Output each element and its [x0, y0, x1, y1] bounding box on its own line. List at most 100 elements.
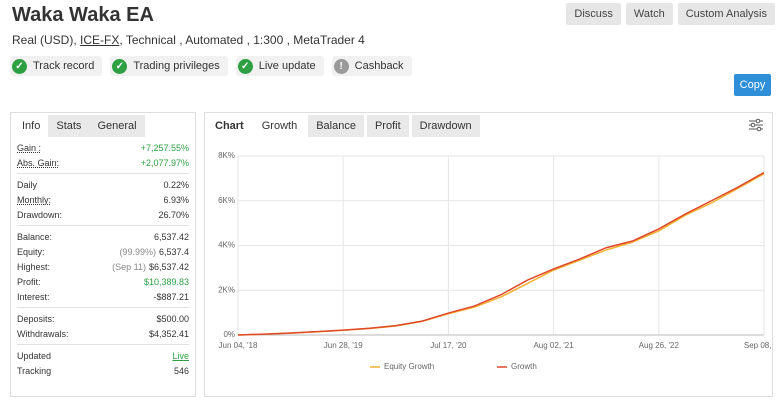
stat-value-wrap: 26.70%	[158, 210, 189, 220]
stat-value: +2,077.97%	[140, 157, 189, 168]
badge-label: Cashback	[354, 60, 404, 72]
stat-value: +7,257.55%	[140, 142, 189, 153]
stat-row: Equity: (99.99%) 6,537.4	[17, 244, 189, 259]
stat-note: (99.99%)	[119, 246, 156, 257]
stat-value-wrap: $10,389.83	[144, 277, 189, 287]
tab[interactable]: Growth	[253, 115, 306, 137]
stat-note: (Sep 11)	[112, 261, 146, 272]
badge: ! Cashback	[331, 56, 412, 76]
stat-value: 546	[173, 365, 189, 376]
stats-list: Gain : +7,257.55% Abs. Gain: +2,077.97% Dail…	[17, 140, 189, 378]
tab[interactable]: Profit	[366, 115, 409, 137]
badge-icon: ✓	[112, 58, 128, 74]
y-tick-label: 4K%	[218, 241, 235, 250]
y-tick-label: 2K%	[218, 285, 235, 294]
stat-label: Highest:	[17, 261, 51, 272]
y-tick-label: 8K%	[218, 151, 235, 160]
tab[interactable]: Info	[14, 115, 49, 137]
stat-label: Interest:	[17, 291, 50, 302]
badge: ✓ Track record	[10, 56, 103, 76]
button[interactable]: Watch	[625, 3, 673, 25]
button[interactable]: Discuss	[566, 3, 621, 25]
series-line	[237, 171, 765, 336]
x-tick-label: Aug 26, '22	[639, 341, 680, 350]
badge-icon: !	[333, 58, 349, 74]
stat-value-wrap: 546	[174, 366, 189, 376]
stat-label: Gain :	[17, 142, 42, 153]
stats-panel: Info Stats General Gain : +7,257.55% Abs. Ga…	[10, 112, 196, 397]
stat-label: Balance:	[17, 231, 53, 242]
stat-value-wrap: 6.93%	[163, 195, 189, 205]
stat-value-wrap: Live	[172, 351, 189, 361]
y-tick-label: 0%	[223, 330, 235, 339]
chart-label: Chart	[215, 120, 244, 132]
chart-tabs: Chart Growth Balance Profit Drawdown	[208, 115, 772, 137]
tab[interactable]: Drawdown	[411, 115, 480, 137]
stat-row: Balance: 6,537.42	[17, 229, 189, 244]
stat-row: Daily 0.22%	[17, 177, 189, 192]
button[interactable]: Custom Analysis	[677, 3, 775, 25]
series-line	[237, 173, 765, 336]
x-tick-label: Jun 28, '19	[324, 341, 363, 350]
subtitle-text: , Technical , Automated , 1:300 , MetaTr…	[119, 33, 365, 47]
stat-value: -$887.21	[153, 291, 189, 302]
stat-value-wrap: -$887.21	[153, 292, 189, 302]
badge: ✓ Trading privileges	[110, 56, 228, 76]
stat-value-wrap: +2,077.97%	[141, 158, 189, 168]
stat-row: Monthly: 6.93%	[17, 192, 189, 207]
separator	[17, 225, 189, 226]
settings-icon[interactable]	[748, 118, 764, 132]
stat-row: Interest: -$887.21	[17, 289, 189, 304]
copy-button[interactable]: Copy	[734, 74, 771, 96]
badge-icon: ✓	[12, 58, 27, 74]
stat-row: Gain : +7,257.55%	[17, 140, 189, 155]
stat-value-wrap: 0.22%	[163, 180, 189, 190]
stat-value-wrap: $4,352.41	[149, 329, 189, 339]
separator	[17, 344, 189, 345]
title: Waka Waka EA	[12, 4, 154, 26]
tab[interactable]: Balance	[308, 115, 364, 137]
stat-value: 26.70%	[158, 209, 189, 220]
badge-label: Track record	[33, 60, 95, 72]
x-tick-label: Aug 02, '21	[533, 341, 574, 350]
stat-row: Withdrawals: $4,352.41	[17, 326, 189, 341]
separator	[17, 307, 189, 308]
stat-value: $6,537.42	[148, 261, 189, 272]
badge-icon: ✓	[237, 58, 253, 74]
stats-tabs: Info Stats General	[14, 115, 195, 137]
stat-label: Abs. Gain:	[17, 157, 60, 168]
stat-label: Profit:	[17, 276, 41, 287]
stat-row: Drawdown: 26.70%	[17, 207, 189, 222]
stat-value-wrap: (99.99%) 6,537.4	[119, 247, 189, 257]
stat-value: 6.93%	[163, 194, 189, 205]
chart-panel: 0% 2K% 4K% 6K% 8K% Jun 04, '18 Jun 28, '19 Jul …	[204, 112, 773, 397]
subtitle: Real (USD), ICE-FX, Technical , Automate…	[12, 33, 365, 47]
stat-label: Daily	[17, 179, 38, 190]
x-tick-label: Jun 04, '18	[219, 341, 258, 350]
stat-label: Updated	[17, 350, 52, 361]
toolbar: Discuss Watch Custom Analysis	[566, 3, 775, 25]
y-tick-label: 6K%	[218, 196, 235, 205]
stat-value-wrap: $500.00	[156, 314, 189, 324]
stat-value: $10,389.83	[143, 276, 189, 287]
stat-label: Equity:	[17, 246, 45, 257]
stat-value: 6,537.42	[153, 231, 189, 242]
x-tick-label: Jul 17, '20	[430, 341, 467, 350]
stat-label: Monthly:	[17, 194, 52, 205]
x-tick-label: Sep 08, '23	[744, 341, 772, 350]
badge-label: Live update	[258, 60, 316, 72]
chart: 0% 2K% 4K% 6K% 8K% Jun 04, '18 Jun 28, '19 Jul …	[218, 151, 772, 371]
badge: ✓ Live update	[235, 56, 324, 76]
stat-label: Tracking	[17, 365, 52, 376]
stat-row: Abs. Gain: +2,077.97%	[17, 155, 189, 170]
broker-link[interactable]: ICE-FX	[80, 33, 120, 47]
stat-value-wrap: 6,537.42	[154, 232, 189, 242]
stat-value-wrap: +7,257.55%	[141, 143, 189, 153]
stat-row: Tracking 546	[17, 363, 189, 378]
stat-label: Deposits:	[17, 313, 55, 324]
stat-value: 6,537.4	[158, 246, 189, 257]
stat-value: 0.22%	[163, 179, 189, 190]
tab[interactable]: General	[89, 115, 145, 137]
tab[interactable]: Stats	[48, 115, 90, 137]
